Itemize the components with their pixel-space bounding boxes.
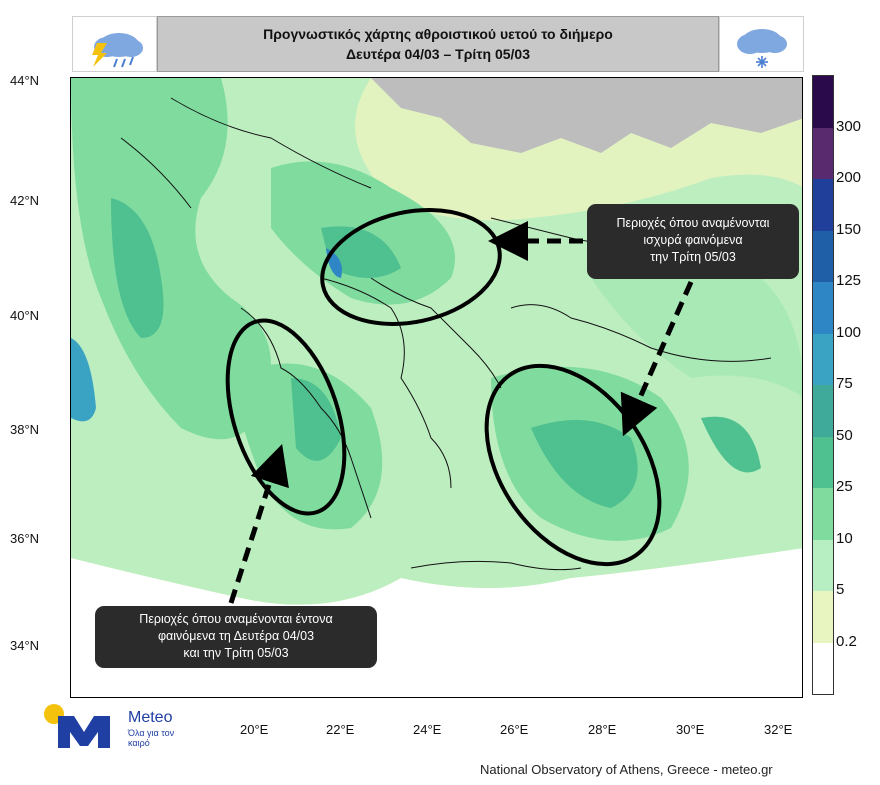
brand-name: Meteo (128, 709, 173, 726)
colorbar-segment (813, 488, 833, 540)
colorbar-segment (813, 591, 833, 643)
callout-southwest: Περιοχές όπου αναμένονται έντονα φαινόμε… (95, 606, 377, 668)
colorbar-segment (813, 642, 833, 694)
precipitation-map-canvas (71, 78, 802, 697)
colorbar-label: 10 (836, 529, 853, 547)
map-title-line2: Δευτέρα 04/03 – Τρίτη 05/03 (345, 46, 530, 62)
lon-label-20: 20°E (240, 722, 269, 737)
colorbar-segment (813, 539, 833, 591)
meteo-logo (40, 702, 124, 750)
colorbar-label: 125 (836, 272, 862, 289)
snow-cloud-icon (719, 16, 804, 72)
colorbar-label: 0.2 (836, 632, 857, 650)
colorbar-segment (813, 385, 833, 437)
callout-northeast: Περιοχές όπου αναμένονται ισχυρά φαινόμε… (587, 204, 799, 279)
colorbar-segment (813, 179, 833, 231)
colorbar-label: 100 (836, 323, 862, 341)
colorbar-segment (813, 333, 833, 385)
lat-label-38: 38°N (10, 422, 40, 437)
brand-tagline: Όλα για τον καιρό (128, 728, 175, 748)
precipitation-map: Περιοχές όπου αναμένονται ισχυρά φαινόμε… (70, 77, 803, 698)
lat-label-34: 34°N (10, 638, 40, 653)
colorbar-label: 50 (836, 426, 853, 444)
colorbar-segment (813, 436, 833, 488)
map-title-line1: Προγνωστικός χάρτης αθροιστικού υετού το… (263, 26, 613, 42)
map-title: Προγνωστικός χάρτης αθροιστικού υετού το… (157, 16, 719, 72)
lon-label-24: 24°E (413, 722, 442, 737)
colorbar-label: 150 (836, 220, 862, 238)
colorbar-segment (813, 127, 833, 179)
lon-label-30: 30°E (676, 722, 705, 737)
lon-label-28: 28°E (588, 722, 617, 737)
callout-northeast-line2: ισχυρά φαινόμενα (643, 233, 743, 247)
lat-label-44: 44°N (10, 73, 40, 88)
lon-label-32: 32°E (764, 722, 793, 737)
lat-label-36: 36°N (10, 531, 40, 546)
callout-southwest-line1: Περιοχές όπου αναμένονται έντονα (139, 612, 333, 626)
lon-label-26: 26°E (500, 722, 529, 737)
lon-label-22: 22°E (326, 722, 355, 737)
colorbar-segment (813, 282, 833, 334)
callout-northeast-line1: Περιοχές όπου αναμένονται (616, 216, 770, 230)
colorbar-segment (813, 230, 833, 282)
arrow-sw-up (228, 443, 289, 604)
colorbar-label: 25 (836, 478, 853, 495)
callout-southwest-line2: φαινόμενα τη Δευτέρα 04/03 (157, 629, 315, 643)
callout-southwest-line3: και την Τρίτη 05/03 (183, 646, 289, 660)
thunderstorm-rain-cloud-icon (72, 16, 157, 72)
colorbar-segment (813, 76, 833, 128)
callout-northeast-line3: την Τρίτη 05/03 (650, 250, 736, 264)
callout-arrows (228, 221, 694, 604)
lat-label-40: 40°N (10, 308, 40, 323)
arrow-ne-down (620, 280, 694, 437)
precipitation-colorbar (812, 75, 834, 695)
colorbar-label: 75 (836, 375, 853, 392)
credit-text: National Observatory of Athens, Greece -… (480, 762, 773, 777)
colorbar-label: 300 (836, 117, 862, 135)
lat-label-42: 42°N (10, 193, 40, 208)
colorbar-label: 5 (836, 581, 845, 598)
colorbar-label: 200 (836, 169, 862, 186)
